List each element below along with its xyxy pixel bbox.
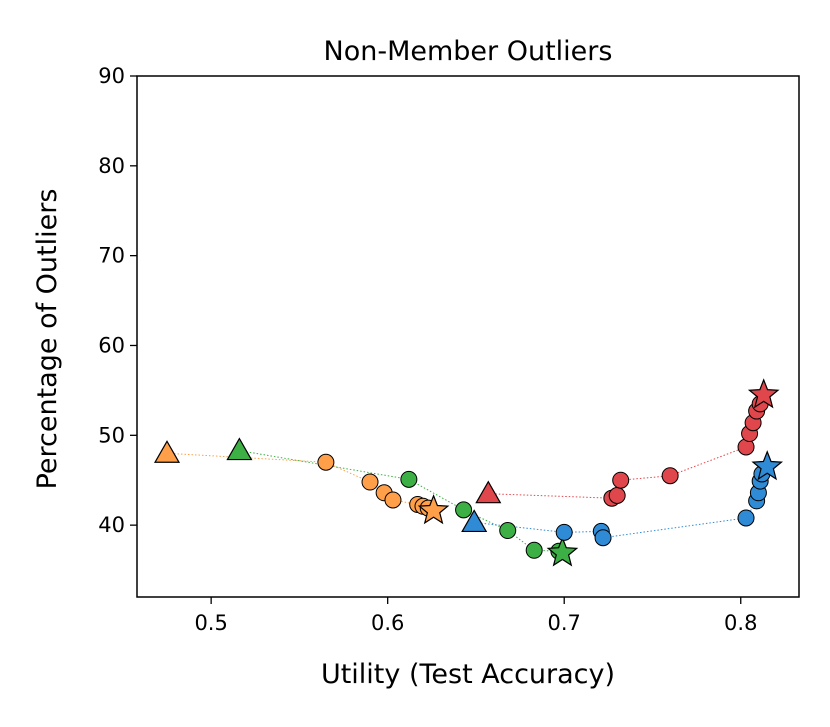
x-tick-label: 0.6 [371,611,404,635]
plot-frame [136,75,800,598]
series-3-end-star [747,378,780,409]
series-0-start-triangle [153,440,181,463]
series-2-point [737,509,755,527]
series-2-start-triangle [461,509,488,533]
series-0-point [361,473,379,491]
series-1-start-triangle [226,437,253,461]
series-3-start-triangle [475,480,502,504]
series-0-end-star [417,494,450,525]
y-tick-label: 80 [98,154,125,178]
series-3-point [608,486,626,504]
y-tick-label: 90 [98,64,125,88]
y-tick-label: 60 [98,333,125,357]
series-3-point [661,467,679,485]
series-2-point [555,523,573,541]
y-axis: 40 50 60 70 80 90 [98,64,137,537]
y-axis-title: Percentage of Outliers [32,189,63,490]
x-tick-label: 0.5 [194,611,227,635]
x-axis: 0.5 0.6 0.7 0.8 [194,597,757,635]
series-0-point [317,453,335,471]
y-tick-label: 50 [98,423,125,447]
series-3-point [612,471,630,489]
y-tick-label: 70 [98,244,125,268]
series-1-point [400,470,418,488]
x-axis-title: Utility (Test Accuracy) [321,659,615,690]
x-tick-label: 0.7 [548,611,581,635]
plot-area [153,378,784,567]
y-tick-label: 40 [98,513,125,537]
chart-title: Non-Member Outliers [324,36,613,67]
x-tick-label: 0.8 [724,611,757,635]
series-0-line [166,452,434,512]
series-2-end-star [751,450,784,481]
series-1-point [455,501,473,519]
series-1-point [499,522,517,540]
series-0-point [384,491,402,509]
series-2-point [594,529,612,547]
series-1-point [525,541,543,559]
series-1-end-star [546,536,579,567]
